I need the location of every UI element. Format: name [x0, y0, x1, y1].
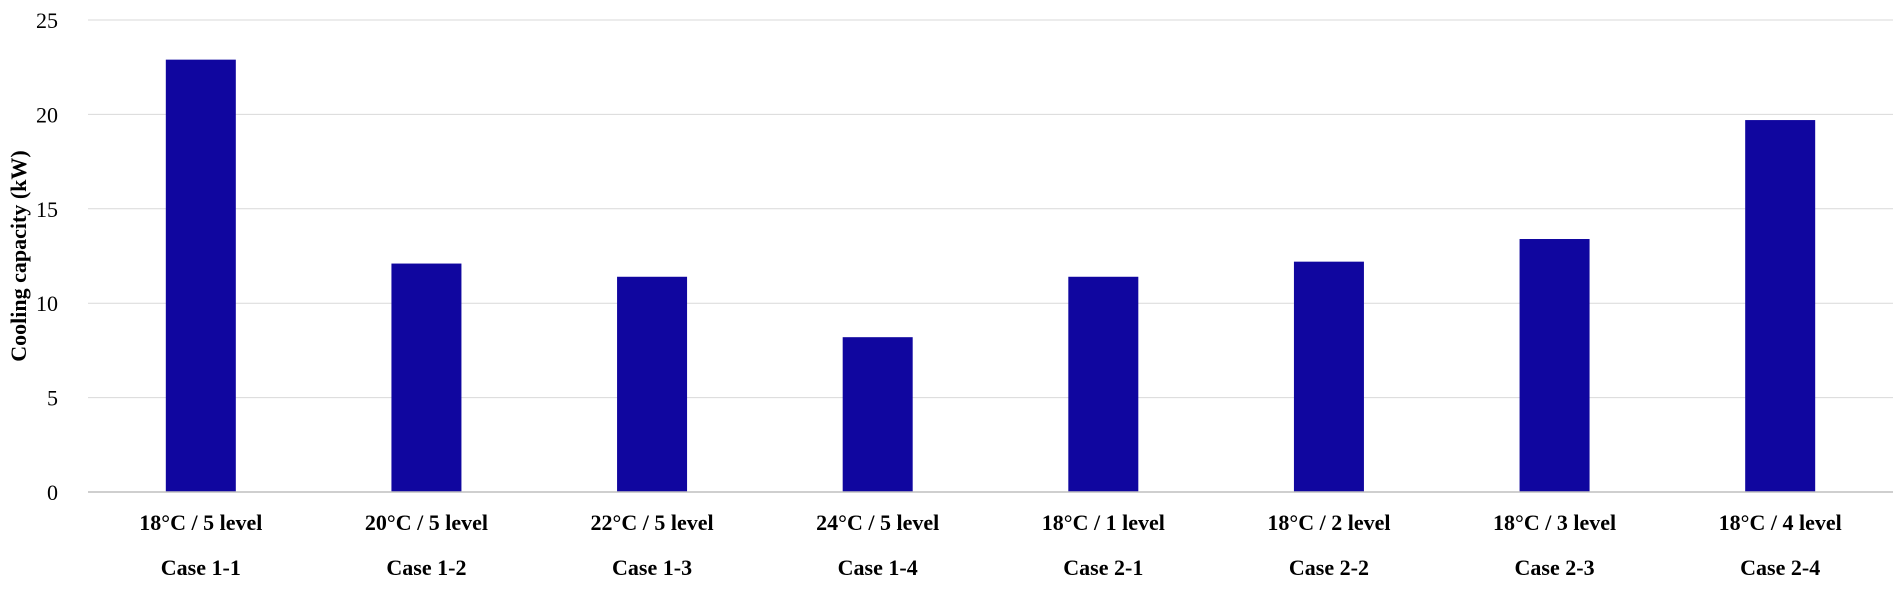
x-tick-label: 18°C / 2 level [1267, 510, 1390, 535]
x-tick-label: 18°C / 1 level [1042, 510, 1165, 535]
x-case-label: Case 2-1 [1063, 555, 1143, 580]
bar [165, 59, 236, 492]
x-case-label: Case 1-2 [386, 555, 466, 580]
gridlines [88, 19, 1893, 399]
y-axis-title: Cooling capacity (kW) [6, 150, 31, 361]
x-tick-label: 18°C / 5 level [139, 510, 262, 535]
bar [842, 337, 913, 492]
bar [1745, 120, 1816, 493]
x-case-label: Case 1-3 [612, 555, 692, 580]
x-tick-label: 18°C / 4 level [1719, 510, 1842, 535]
x-case-label: Case 1-4 [838, 555, 918, 580]
y-tick-label: 20 [36, 102, 58, 127]
bar [1068, 276, 1139, 492]
x-tick-label: 22°C / 5 level [591, 510, 714, 535]
x-case-label: Case 2-3 [1515, 555, 1595, 580]
y-tick-label: 15 [36, 197, 58, 222]
x-tick-label: 24°C / 5 level [816, 510, 939, 535]
x-case-label: Case 2-4 [1740, 555, 1820, 580]
y-tick-label: 0 [47, 480, 58, 505]
y-tick-label: 25 [36, 8, 58, 33]
x-case-label: Case 1-1 [161, 555, 241, 580]
bar [617, 276, 688, 492]
y-axis-ticks: 0 5 10 15 20 25 [36, 8, 58, 505]
bar [1293, 261, 1364, 492]
x-tick-label: 18°C / 3 level [1493, 510, 1616, 535]
y-tick-label: 10 [36, 291, 58, 316]
bar [391, 263, 462, 492]
x-axis-labels: 18°C / 5 level Case 1-1 20°C / 5 level Case… [139, 510, 1841, 580]
x-case-label: Case 2-2 [1289, 555, 1369, 580]
y-tick-label: 5 [47, 386, 58, 411]
bars [165, 59, 1816, 493]
x-tick-label: 20°C / 5 level [365, 510, 488, 535]
bar [1519, 239, 1590, 492]
